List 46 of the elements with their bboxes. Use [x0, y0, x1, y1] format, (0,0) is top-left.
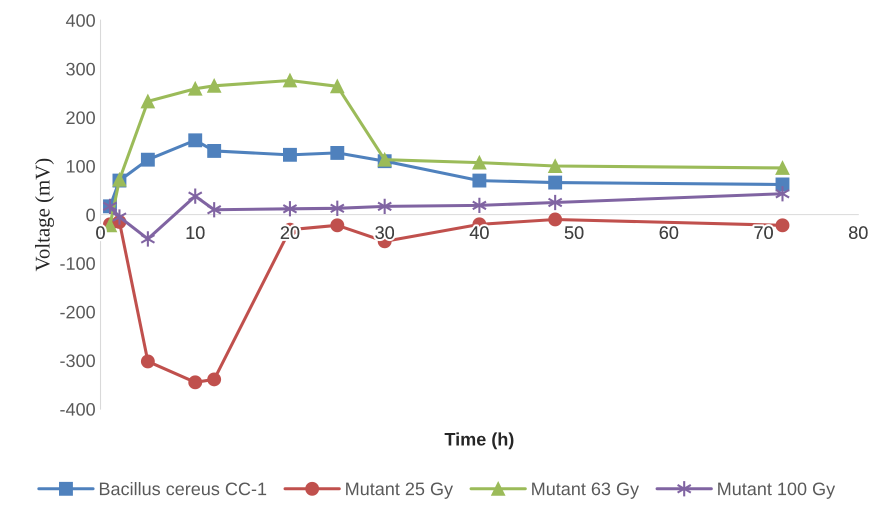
y-axis-title: Voltage (mV)	[35, 158, 54, 272]
y-tick-label: 300	[66, 62, 95, 76]
point	[776, 178, 790, 192]
x-tick-label: 10	[186, 226, 205, 239]
x-tick-label: 30	[375, 226, 394, 239]
point	[188, 133, 202, 148]
point	[330, 146, 344, 160]
x-axis-title: Time (h)	[444, 432, 514, 450]
point	[188, 375, 202, 390]
y-tick-label: 200	[66, 111, 95, 124]
point	[548, 212, 562, 226]
point	[283, 74, 297, 88]
point	[207, 78, 222, 93]
y-tick-label: -200	[60, 306, 95, 319]
point	[207, 144, 222, 158]
y-tick-label: 0	[86, 208, 95, 222]
legend-label: Mutant 100 Gy	[718, 482, 836, 499]
x-tick-label: 0	[96, 226, 105, 239]
point	[140, 152, 155, 167]
point	[188, 82, 202, 96]
point	[776, 161, 790, 175]
y-tick-label: -400	[60, 402, 95, 416]
point	[330, 79, 344, 94]
x-tick-label: 50	[564, 226, 584, 239]
point	[548, 176, 562, 190]
legend-label: Mutant 25 Gy	[346, 482, 454, 499]
point	[188, 187, 203, 205]
x-tick-label: 60	[660, 226, 678, 239]
y-tick-label: -300	[60, 354, 95, 368]
point	[140, 354, 155, 368]
y-tick-label: -100	[60, 257, 95, 270]
point	[548, 159, 562, 173]
y-tick-label: 400	[66, 14, 95, 27]
y-tick-label: 100	[66, 160, 95, 173]
point	[140, 94, 155, 108]
point	[776, 218, 790, 232]
point	[207, 372, 222, 386]
legend-label: Mutant 63 Gy	[532, 482, 640, 499]
x-tick-label: 70	[754, 226, 773, 239]
legend-label: Bacillus cereus CC-1	[100, 482, 266, 496]
point	[330, 218, 344, 232]
point	[472, 156, 486, 170]
x-tick-label: 80	[849, 226, 868, 239]
point	[472, 174, 486, 188]
point	[283, 148, 297, 162]
x-tick-label: 40	[470, 226, 489, 239]
